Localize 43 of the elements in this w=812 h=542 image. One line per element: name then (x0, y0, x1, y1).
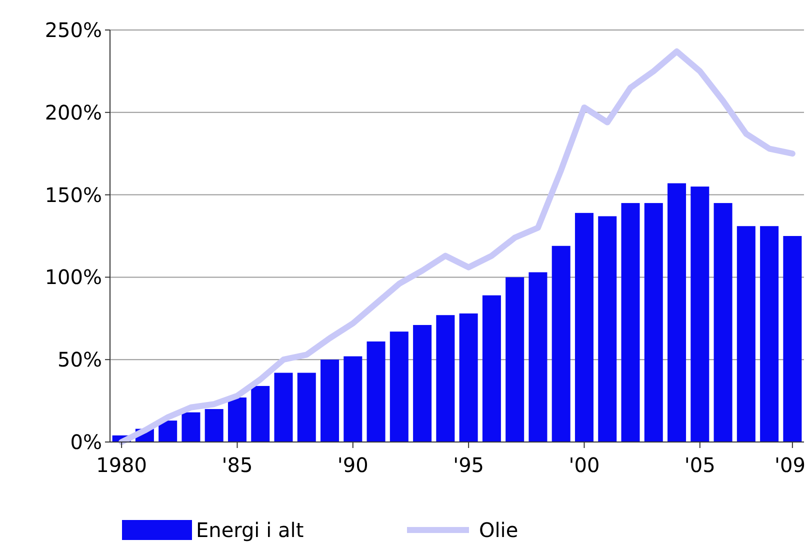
bar (320, 360, 340, 442)
bar (459, 313, 478, 442)
y-tick-label: 100% (44, 265, 102, 290)
bar (413, 324, 432, 442)
bar (182, 412, 200, 442)
x-tick-label: '90 (337, 453, 368, 477)
y-tick-label: 50% (58, 348, 102, 372)
y-tick-label: 250% (44, 18, 102, 42)
bar (482, 295, 501, 442)
bar (436, 315, 455, 442)
bar (390, 332, 408, 442)
bar (783, 236, 802, 442)
y-tick-label: 200% (44, 100, 102, 124)
bar (204, 409, 224, 442)
x-tick-label: '09 (774, 453, 806, 477)
bar (344, 356, 362, 442)
bar (274, 372, 293, 442)
bar (552, 246, 570, 442)
y-tick-label: 150% (44, 182, 102, 207)
bar (506, 277, 524, 442)
bar (690, 186, 710, 442)
bar (621, 203, 640, 442)
bar (228, 398, 246, 442)
bar (366, 341, 386, 442)
x-tick-label: 1980 (96, 453, 148, 477)
bar (668, 183, 686, 442)
bar (297, 372, 316, 442)
bar (736, 226, 756, 442)
bar (644, 203, 663, 442)
legend-label: Olie (479, 518, 518, 542)
x-tick-label: '85 (222, 453, 253, 477)
y-tick-label: 0% (70, 430, 102, 454)
bar (714, 203, 732, 442)
bar (528, 272, 548, 442)
legend-label: Energi i alt (196, 518, 304, 542)
x-tick-label: '95 (453, 453, 484, 477)
bar (251, 386, 270, 442)
bar (760, 226, 779, 442)
bar (158, 420, 178, 442)
bar (574, 212, 594, 442)
bar (598, 216, 617, 442)
x-tick-label: '00 (568, 453, 600, 477)
x-tick-label: '05 (684, 453, 716, 477)
